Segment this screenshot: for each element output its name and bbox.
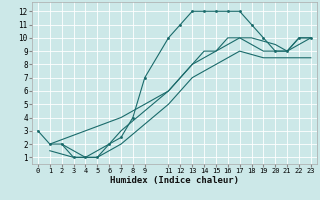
X-axis label: Humidex (Indice chaleur): Humidex (Indice chaleur)	[110, 176, 239, 185]
